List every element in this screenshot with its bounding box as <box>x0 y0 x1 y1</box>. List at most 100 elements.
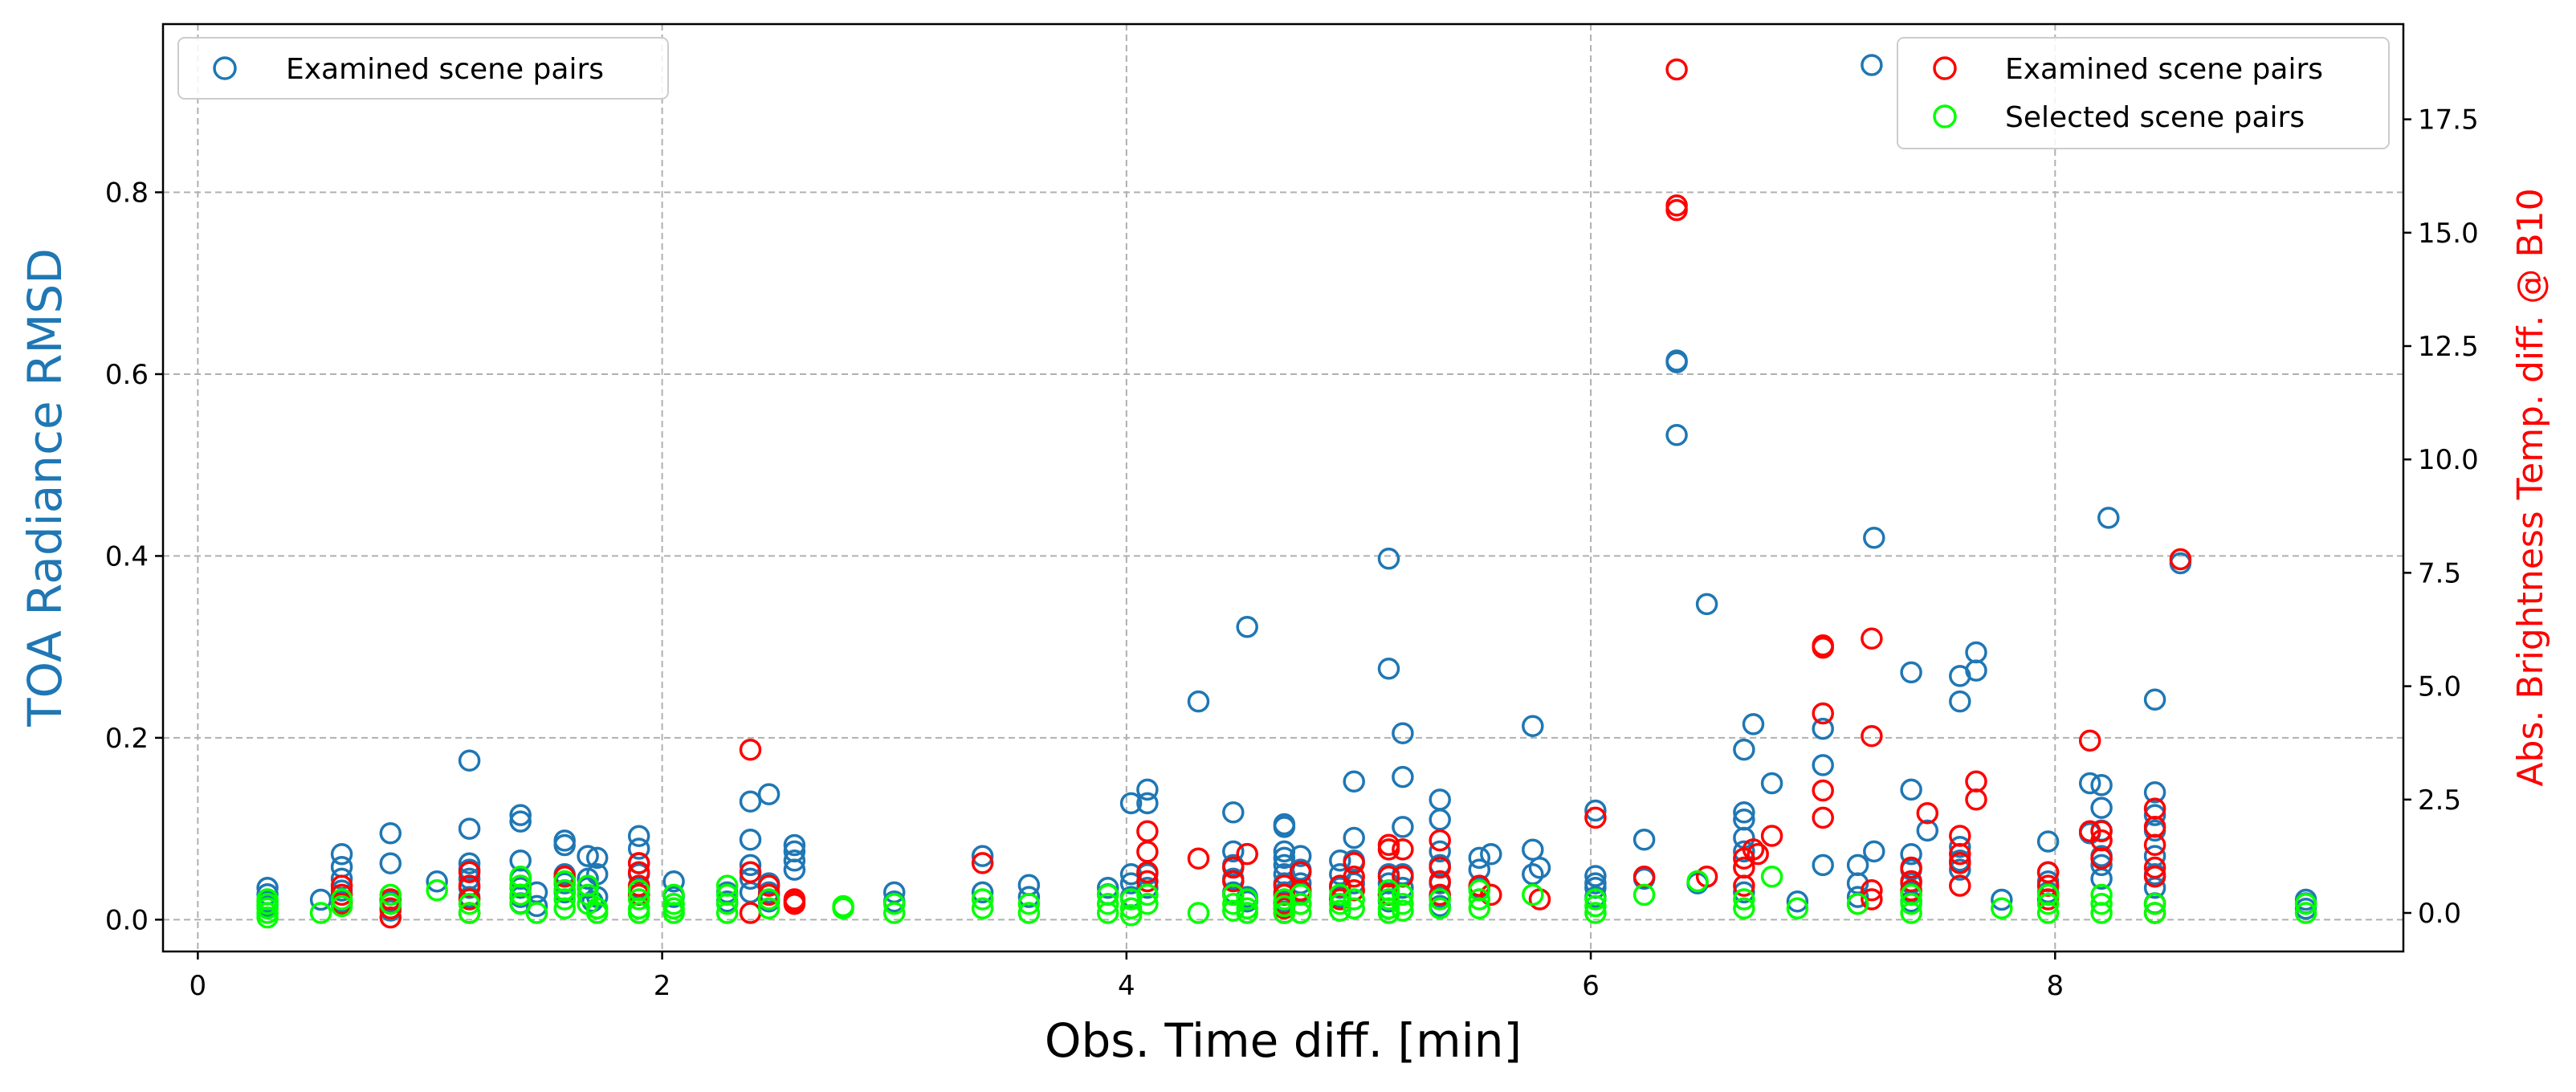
data-point <box>1916 819 1939 842</box>
points-layer <box>256 54 2317 929</box>
data-point <box>1289 892 1312 915</box>
data-point <box>1096 876 1119 899</box>
y-left-tick-label: 0.8 <box>105 177 149 209</box>
data-point <box>1949 852 1971 874</box>
data-point <box>1632 828 1656 851</box>
legend-right-label-green: Selected scene pairs <box>2005 101 2305 134</box>
data-point <box>2143 833 2166 857</box>
data-point <box>426 870 448 893</box>
data-point <box>662 902 685 924</box>
data-point <box>1273 888 1296 911</box>
data-point <box>379 906 402 929</box>
data-point <box>627 852 650 874</box>
data-point <box>1812 717 1834 740</box>
data-point <box>971 881 994 904</box>
data-point <box>739 854 762 877</box>
data-point <box>971 888 994 911</box>
data-point <box>1733 888 1755 911</box>
data-point <box>1429 829 1451 852</box>
data-point <box>1747 842 1769 866</box>
x-tick-label: 6 <box>1582 970 1600 1002</box>
data-point <box>1786 890 1809 913</box>
y-right-tick-label: 5.0 <box>2418 671 2461 703</box>
legend-right-label-red: Examined scene pairs <box>2005 53 2323 86</box>
data-point <box>2097 507 2120 529</box>
x-tick-label: 2 <box>654 970 671 1002</box>
x-tick-label: 0 <box>190 970 207 1002</box>
data-point <box>330 888 353 911</box>
y-left-tick-label: 0.4 <box>105 540 149 572</box>
data-point <box>2090 820 2113 843</box>
data-point <box>2143 866 2166 888</box>
data-point <box>1236 842 1258 866</box>
data-point <box>2143 902 2166 924</box>
data-point <box>1861 888 1883 911</box>
data-point <box>1949 690 1971 713</box>
data-point <box>1760 772 1783 795</box>
x-axis: 0 2 4 6 8 <box>190 951 2064 1002</box>
legend-left: Examined scene pairs <box>177 37 669 100</box>
data-point <box>1377 838 1400 861</box>
data-point <box>1665 58 1688 81</box>
data-point <box>509 892 532 915</box>
data-point <box>1392 892 1414 915</box>
data-point <box>971 845 994 867</box>
data-point <box>1329 899 1351 922</box>
y-left-tick-label: 0.2 <box>105 723 149 755</box>
y-left-tick-label: 0.0 <box>105 904 149 936</box>
data-point <box>1222 899 1245 922</box>
data-point <box>1863 840 1885 863</box>
data-point <box>1468 888 1491 911</box>
y-right-tick-label: 10.0 <box>2418 444 2479 476</box>
data-point <box>1429 856 1451 879</box>
legend-right-marker-red <box>1933 56 1957 80</box>
legend-left-marker <box>213 56 237 80</box>
data-point <box>2143 856 2166 879</box>
data-point <box>1392 883 1414 907</box>
data-point <box>509 804 532 826</box>
data-point <box>1991 888 2013 911</box>
data-point <box>1861 724 1883 748</box>
data-point <box>1236 888 1258 911</box>
data-point <box>1136 892 1159 915</box>
data-point <box>832 897 854 920</box>
data-point <box>1392 765 1414 788</box>
data-point <box>1480 843 1502 866</box>
data-point <box>1119 872 1143 894</box>
y-right-tick-label: 0.0 <box>2418 898 2461 930</box>
data-point <box>971 897 994 920</box>
data-point <box>379 852 402 874</box>
data-point <box>1222 856 1245 879</box>
data-point <box>1480 883 1502 907</box>
data-point <box>1760 866 1783 888</box>
data-point <box>458 749 481 772</box>
data-point <box>2036 830 2060 853</box>
data-point <box>1017 902 1041 924</box>
data-point <box>1861 54 1883 76</box>
data-point <box>509 810 532 833</box>
data-point <box>1522 883 1544 907</box>
data-point <box>757 874 781 897</box>
y-left-tick-label: 0.6 <box>105 359 149 391</box>
data-point <box>2169 548 2192 571</box>
data-point <box>627 837 650 860</box>
data-point <box>330 843 353 866</box>
data-point <box>1187 690 1210 713</box>
data-point <box>1695 593 1718 616</box>
data-point <box>1522 715 1544 737</box>
data-point <box>2090 847 2113 870</box>
data-point <box>1119 897 1143 920</box>
data-point <box>458 817 481 840</box>
data-point <box>1584 888 1607 911</box>
data-point <box>2036 902 2060 924</box>
data-point <box>627 902 650 924</box>
data-point <box>627 825 650 847</box>
data-point <box>739 738 762 761</box>
data-point <box>1392 838 1414 861</box>
data-point <box>1900 661 1922 684</box>
grid <box>163 24 2403 951</box>
data-point <box>757 888 781 911</box>
data-point <box>1949 858 1971 881</box>
